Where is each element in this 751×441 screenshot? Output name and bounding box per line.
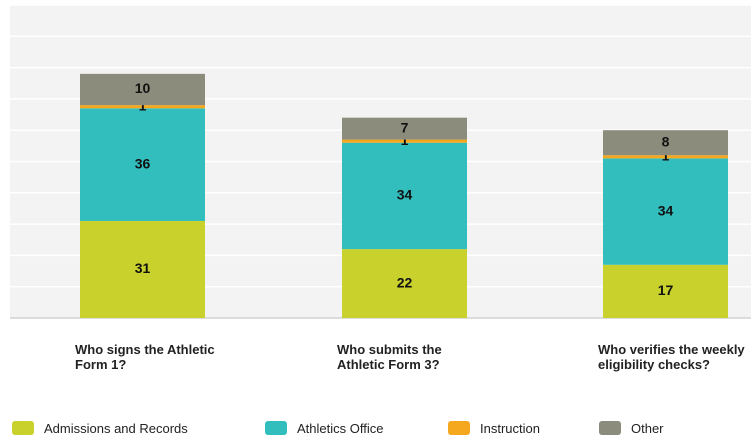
data-label: 36 [135,155,151,171]
bar-segment [342,142,467,250]
data-label: 7 [401,119,409,135]
x-tick-label: Who verifies the weekly eligibility chec… [598,342,745,372]
bar-segment [80,108,205,221]
bar-segment [80,220,205,318]
bar-segment [342,139,467,143]
x-tick-label: Who submits the Athletic Form 3? [337,342,442,372]
legend-item: Admissions and Records [12,418,188,438]
data-label: 1 [401,132,409,148]
data-label: 1 [139,97,147,113]
bar-segment [80,105,205,109]
data-label: 31 [135,260,151,276]
bar-segment [80,73,205,106]
legend-swatch [12,421,34,435]
bar-segment [603,155,728,159]
legend-item: Instruction [448,418,540,438]
legend-label: Instruction [480,420,540,436]
bar-segment [342,117,467,140]
legend-swatch [265,421,287,435]
legend-swatch [599,421,621,435]
data-label: 34 [658,202,674,218]
legend-item: Other [599,418,664,438]
data-label: 10 [135,80,151,96]
bar-segment [603,130,728,156]
x-tick-label: Who signs the Athletic Form 1? [75,342,215,372]
data-label: 8 [662,133,670,149]
bar-segment [603,264,728,318]
legend-swatch [448,421,470,435]
bar-segment [342,249,467,318]
data-label: 22 [397,274,413,290]
legend-item: Athletics Office [265,418,383,438]
data-label: 1 [662,148,670,164]
data-label: 34 [397,187,413,203]
bar-segment [603,158,728,265]
legend-label: Other [631,420,664,436]
data-label: 17 [658,282,674,298]
legend-label: Admissions and Records [44,420,188,436]
legend-label: Athletics Office [297,420,384,436]
